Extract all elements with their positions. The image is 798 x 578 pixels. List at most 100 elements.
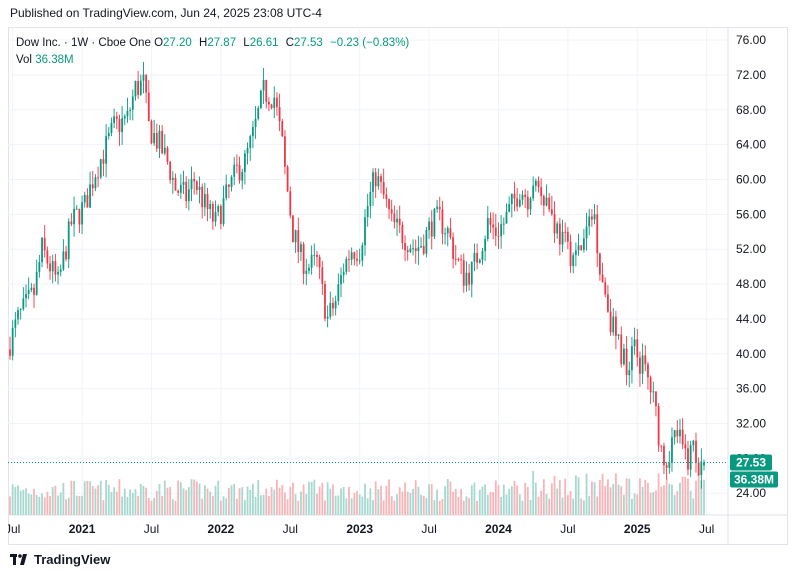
candle-body — [457, 258, 460, 260]
last-volume-tag-bg — [730, 471, 778, 488]
candle-body — [468, 272, 471, 285]
candle-body — [278, 107, 281, 122]
candle-body — [676, 430, 679, 437]
candle-body — [681, 429, 684, 445]
volume-bar — [681, 476, 684, 515]
candle-body — [94, 177, 97, 189]
volume-bar — [30, 494, 33, 515]
candle-body — [99, 159, 102, 178]
candle-body — [617, 334, 620, 336]
volume-bar — [524, 482, 527, 515]
candle-body — [401, 224, 404, 244]
candle-body — [444, 233, 446, 235]
candle-body — [222, 198, 225, 224]
volume-bar — [660, 486, 663, 515]
candle-body — [211, 203, 214, 222]
volume-bar — [313, 479, 316, 515]
volume-bar — [182, 488, 185, 515]
candle-body — [17, 310, 19, 320]
candle-body — [81, 202, 83, 225]
volume-bar — [305, 494, 308, 515]
volume-bar — [158, 483, 161, 515]
candle-body — [27, 290, 30, 295]
candle-body — [19, 309, 22, 311]
candle-body — [569, 241, 572, 267]
candle-body — [105, 136, 107, 164]
candle-body — [238, 165, 241, 181]
volume-bar — [97, 485, 99, 515]
volume-bar — [534, 482, 537, 515]
volume-bar — [372, 500, 374, 515]
candle-body — [49, 263, 51, 272]
volume-bar — [211, 495, 214, 515]
volume-bar — [342, 487, 345, 515]
volume-bar — [150, 500, 153, 515]
candle-body — [446, 228, 449, 234]
price-chart[interactable]: 76.00 72.00 68.00 64.00 60.00 56.00 52.00 48.00… — [8, 27, 788, 545]
volume-bar — [505, 494, 508, 515]
x-tick-label: 2025 — [624, 522, 651, 536]
volume-bar — [671, 484, 673, 515]
volume-bar — [310, 481, 313, 515]
y-tick-label: 52.00 — [736, 242, 766, 256]
volume-bar — [126, 496, 129, 515]
candle-body — [697, 462, 700, 476]
volume-bar — [318, 486, 321, 515]
volume-bar — [113, 487, 115, 515]
candle-body — [412, 248, 414, 250]
volume-bar — [337, 495, 340, 515]
candle-body — [41, 237, 43, 263]
candle-body — [57, 271, 59, 275]
volume-bar — [121, 496, 124, 515]
candle-body — [374, 172, 377, 187]
volume-bar — [692, 498, 695, 515]
candle-body — [75, 208, 78, 210]
candle-body — [382, 181, 385, 195]
volume-bar — [225, 498, 228, 515]
candle-body — [281, 121, 284, 137]
candle-body — [59, 269, 62, 272]
volume-bar — [161, 495, 164, 515]
volume-bar — [70, 480, 73, 515]
candle-body — [492, 224, 495, 228]
candle-body — [161, 130, 164, 154]
volume-bar — [57, 495, 59, 515]
volume-bar — [521, 500, 524, 515]
volume-bar — [278, 487, 281, 515]
volume-bar — [9, 496, 11, 515]
candle-body — [500, 224, 503, 237]
volume-bar — [356, 490, 358, 515]
volume-bar — [260, 495, 262, 515]
volume-bar — [17, 485, 19, 515]
candle-body — [390, 209, 393, 214]
candle-body — [585, 226, 588, 239]
candle-body — [313, 254, 316, 256]
volume-bar — [219, 500, 222, 515]
candle-body — [118, 118, 121, 133]
volume-bar — [390, 496, 393, 515]
volume-bar — [478, 489, 481, 515]
candle-body — [396, 218, 398, 223]
candle-body — [516, 198, 519, 207]
volume-bar — [540, 490, 543, 515]
candle-body — [465, 272, 468, 286]
footer-brand[interactable]: TradingView — [10, 552, 110, 567]
x-tick-label: 2023 — [346, 522, 373, 536]
volume-bar — [382, 500, 385, 515]
volume-bar — [561, 497, 564, 515]
volume-bar — [94, 488, 97, 515]
volume-bar — [433, 500, 436, 515]
volume-bar — [644, 479, 647, 515]
candle-body — [214, 211, 217, 222]
volume-bar — [198, 483, 201, 515]
volume-bar — [532, 470, 535, 515]
candle-body — [366, 205, 369, 218]
volume-bar — [276, 479, 278, 515]
candle-body — [129, 109, 132, 111]
candle-body — [91, 184, 94, 189]
candle-body — [254, 118, 257, 127]
volume-bar — [142, 486, 145, 515]
candle-body — [542, 196, 545, 206]
volume-bar — [665, 479, 668, 515]
volume-bar — [361, 496, 364, 515]
